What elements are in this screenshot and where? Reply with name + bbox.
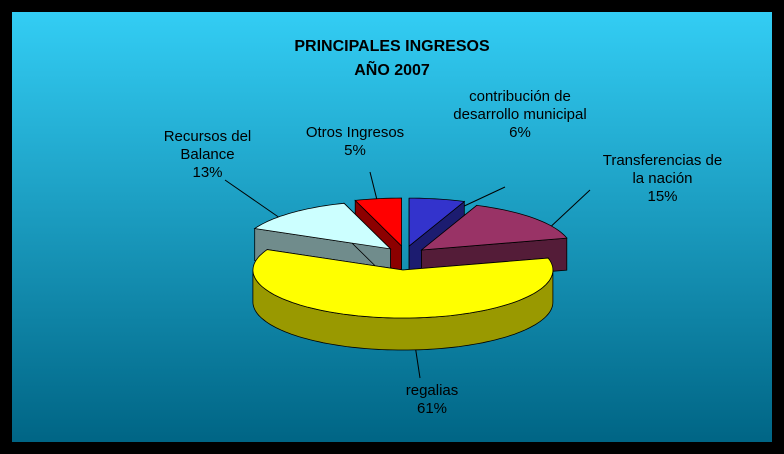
- value-label: 15%: [647, 188, 678, 205]
- value-label: 61%: [416, 400, 448, 417]
- slice-label: Otros Ingresos 5%: [285, 124, 425, 160]
- value-label: 5%: [344, 142, 366, 159]
- chart-title: AÑO 2007: [354, 62, 430, 79]
- slice: [252, 249, 554, 319]
- slice: [354, 197, 402, 247]
- slice-label: contribución de desarrollo municipal 6%: [450, 88, 590, 142]
- category-label: Otros Ingresos: [305, 124, 405, 141]
- category-label: Recursos del Balance: [163, 128, 252, 163]
- slice-label: Transferencias de la nación 15%: [600, 152, 725, 206]
- category-label: regalias: [405, 382, 459, 399]
- slice: [253, 202, 392, 250]
- slice: [420, 204, 568, 251]
- leader-line: [414, 344, 421, 379]
- value-label: 6%: [509, 124, 531, 141]
- value-label: 13%: [192, 164, 223, 181]
- category-label: Transferencias de la nación: [602, 152, 723, 187]
- slice: [408, 197, 466, 247]
- slice-label: regalias 61%: [382, 382, 482, 418]
- category-label: contribución de desarrollo municipal: [453, 88, 587, 123]
- leader-line: [544, 189, 591, 233]
- slice-label: Recursos del Balance 13%: [150, 128, 265, 182]
- chart-title: PRINCIPALES INGRESOS: [294, 38, 490, 55]
